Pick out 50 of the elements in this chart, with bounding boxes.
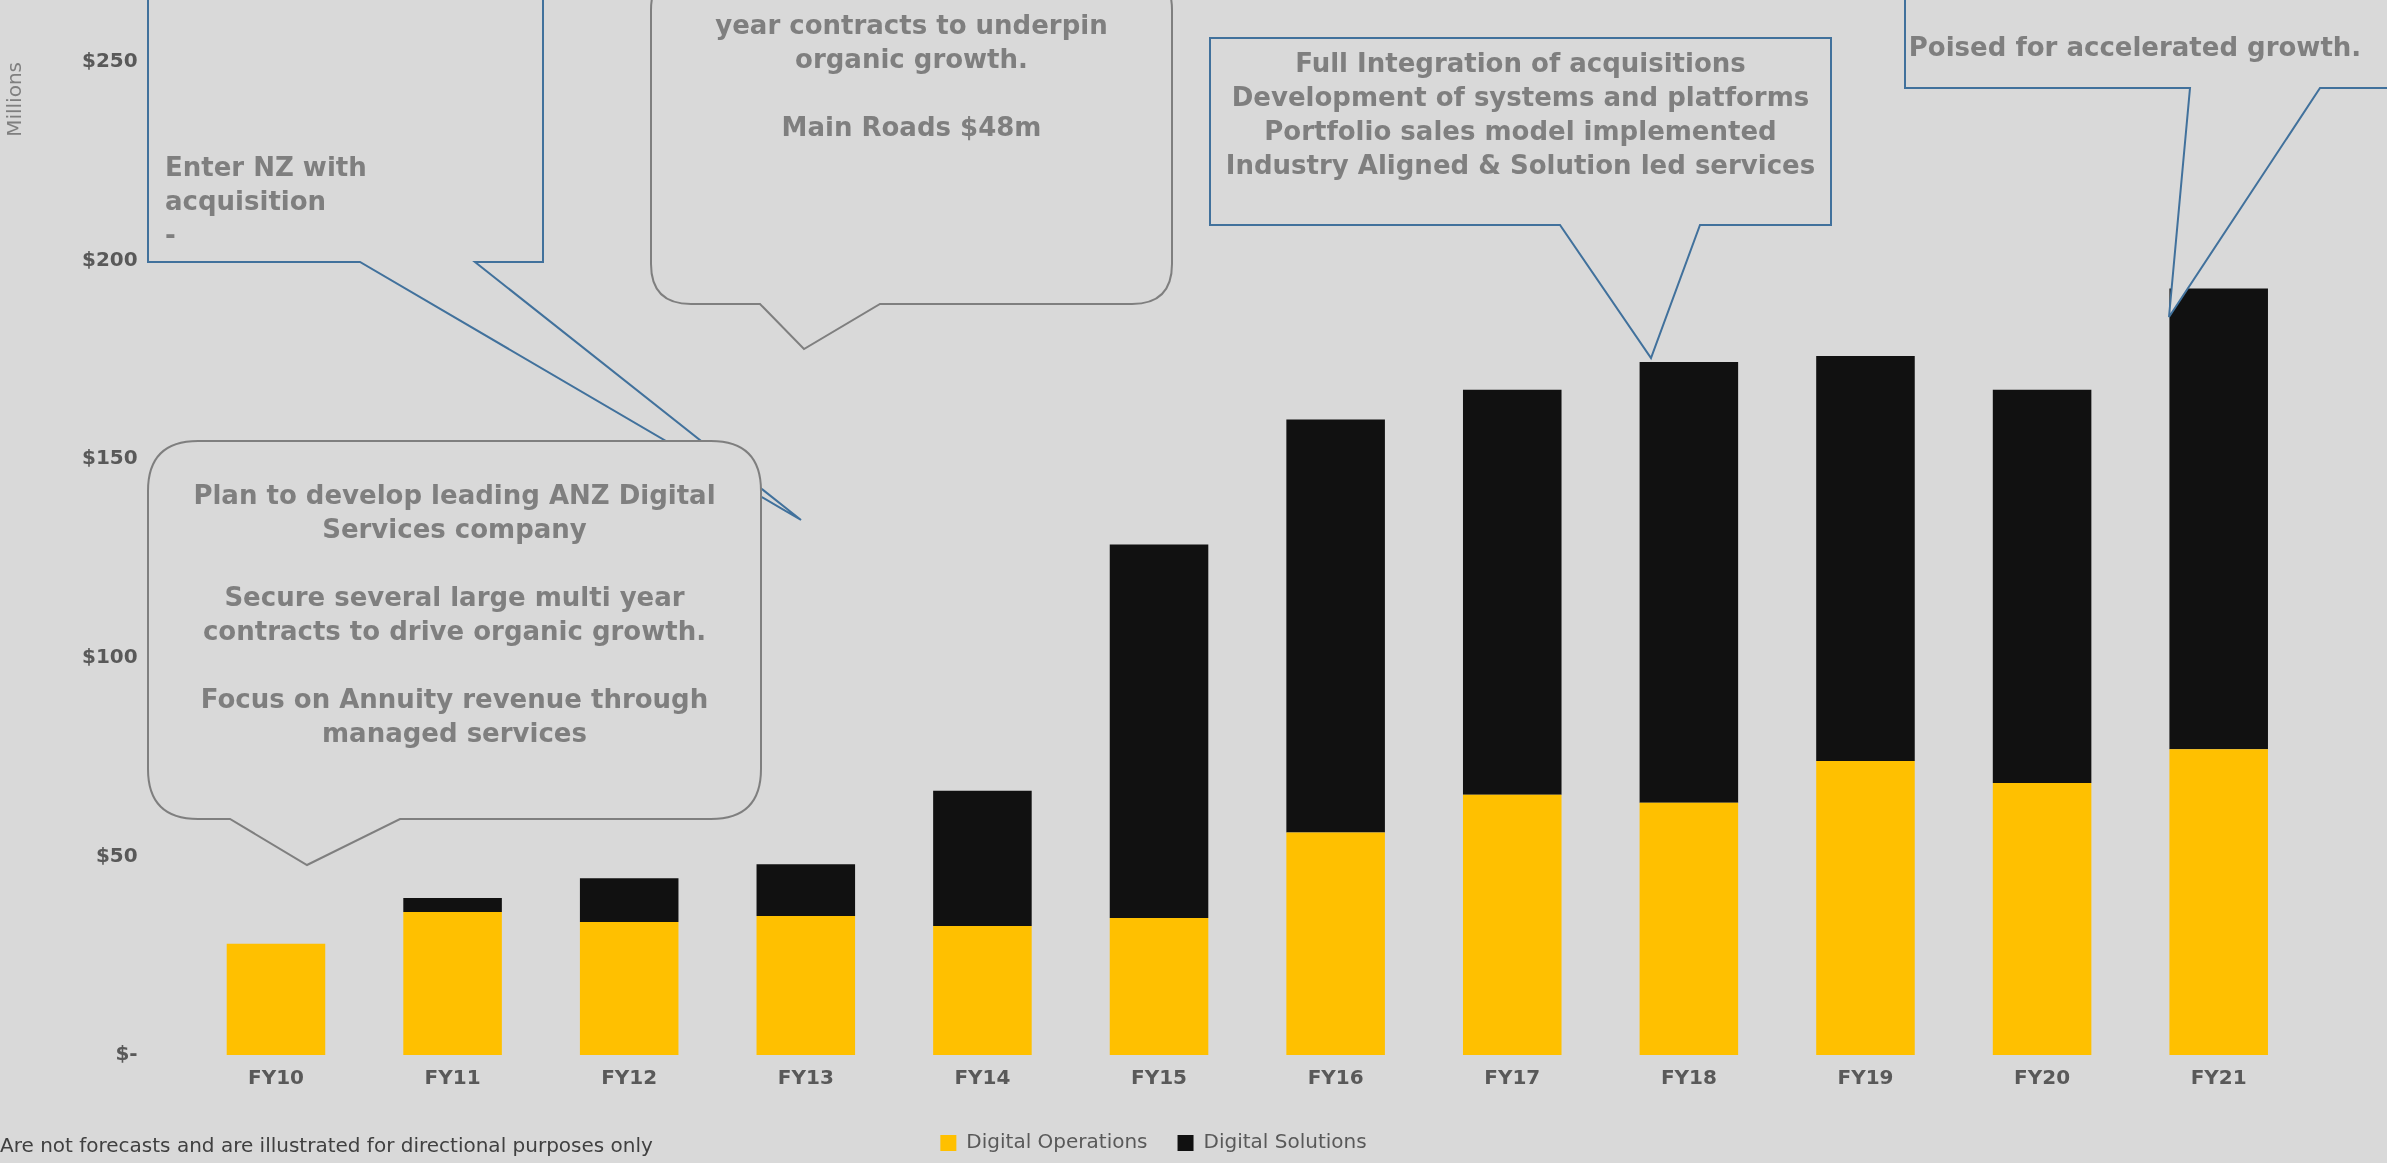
y-tick-label: $150 — [81, 445, 138, 470]
x-tick-label: FY18 — [1660, 1065, 1717, 1090]
bar — [1992, 782, 2092, 1055]
text: Plan to develop leading ANZ Digital Services company Secure several large multi year contracts to drive organic growth. Focus on Annuity revenue through managed services — [193, 480, 716, 748]
text: year contracts to underpin organic growth. Main Roads $48m — [715, 10, 1108, 142]
x-tick-label: FY19 — [1837, 1065, 1894, 1090]
x-tick-label: FY16 — [1307, 1065, 1364, 1090]
annotation: Full Integration of acquisitions Development of systems and platforms Portfolio sales model implemented Industry Aligned & Solution led services — [1224, 47, 1817, 182]
x-tick-label: FY17 — [1484, 1065, 1541, 1090]
bar — [403, 898, 502, 913]
x-tick-label: FY10 — [247, 1065, 304, 1090]
y-tick-label: $100 — [81, 644, 138, 668]
bar — [579, 921, 679, 1055]
y-axis-title: Millions — [2, 62, 27, 137]
annotation: Enter NZ with acquisition - — [165, 151, 368, 252]
x-tick-label: FY13 — [777, 1065, 834, 1090]
x-tick-label: FY15 — [1131, 1065, 1188, 1090]
x-tick-label: FY20 — [2014, 1065, 2071, 1090]
annotation: Poised for accelerated growth. — [1907, 31, 2363, 64]
bar — [756, 915, 856, 1055]
bar — [933, 790, 1032, 926]
bar — [1816, 355, 1915, 762]
bar — [1109, 917, 1209, 1055]
bar — [1286, 419, 1385, 833]
x-tick-label: FY14 — [954, 1065, 1011, 1090]
bar — [1816, 761, 1915, 1055]
bar — [2169, 288, 2268, 750]
bar — [579, 878, 679, 922]
y-tick-label: $200 — [81, 246, 138, 271]
legend-label: Digital Solutions — [1203, 1129, 1367, 1154]
bar — [226, 943, 326, 1055]
x-tick-label: FY12 — [601, 1065, 658, 1090]
bar — [403, 912, 502, 1055]
bar — [1992, 389, 2092, 783]
bar — [756, 864, 856, 916]
bar — [2169, 749, 2268, 1055]
bar — [1286, 832, 1385, 1055]
bar — [933, 925, 1032, 1055]
bar — [1462, 389, 1562, 795]
x-tick-label: FY11 — [424, 1065, 481, 1090]
bar — [1109, 544, 1209, 918]
bar — [1639, 802, 1739, 1055]
y-tick-label: $50 — [95, 842, 138, 867]
bar — [1639, 361, 1739, 803]
y-tick-label: $250 — [81, 48, 138, 73]
bar — [1462, 794, 1562, 1055]
text: Are not forecasts and are illustrated for directional purposes only — [0, 1132, 653, 1159]
x-tick-label: FY21 — [2190, 1065, 2247, 1090]
legend-label: Digital Operations — [966, 1129, 1148, 1154]
y-tick-label: $- — [115, 1041, 138, 1066]
